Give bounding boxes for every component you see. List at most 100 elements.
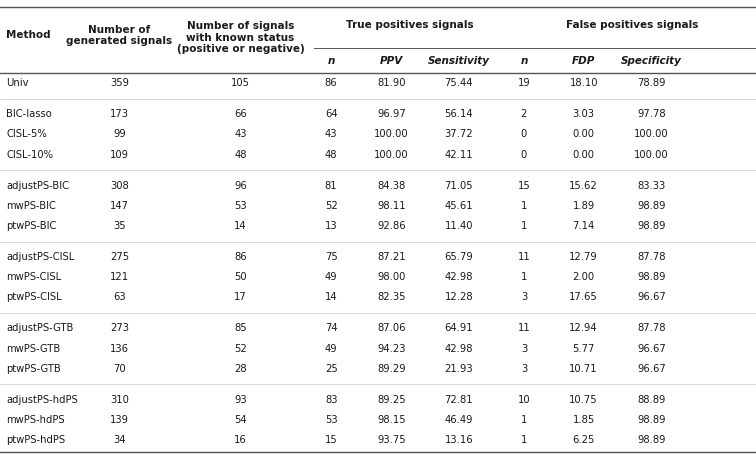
Text: 66: 66	[234, 109, 246, 119]
Text: 50: 50	[234, 272, 246, 282]
Text: adjustPS-hdPS: adjustPS-hdPS	[6, 395, 78, 405]
Text: 98.00: 98.00	[377, 272, 406, 282]
Text: 0: 0	[521, 149, 527, 159]
Text: 82.35: 82.35	[377, 292, 406, 303]
Text: 64.91: 64.91	[445, 324, 473, 334]
Text: 81: 81	[325, 181, 337, 191]
Text: n: n	[520, 56, 528, 65]
Text: 52: 52	[234, 344, 246, 354]
Text: adjustPS-CISL: adjustPS-CISL	[6, 252, 74, 262]
Text: 86: 86	[234, 252, 246, 262]
Text: 18.10: 18.10	[569, 78, 598, 88]
Text: 105: 105	[231, 78, 250, 88]
Text: 17.65: 17.65	[569, 292, 598, 303]
Text: 308: 308	[110, 181, 129, 191]
Text: 74: 74	[325, 324, 337, 334]
Text: 48: 48	[325, 149, 337, 159]
Text: 98.89: 98.89	[637, 415, 666, 425]
Text: 99: 99	[113, 129, 125, 139]
Text: 15: 15	[518, 181, 530, 191]
Text: 3: 3	[521, 292, 527, 303]
Text: 1: 1	[521, 415, 527, 425]
Text: 2.00: 2.00	[572, 272, 595, 282]
Text: 92.86: 92.86	[377, 221, 406, 231]
Text: 98.89: 98.89	[637, 221, 666, 231]
Text: 98.89: 98.89	[637, 435, 666, 445]
Text: 310: 310	[110, 395, 129, 405]
Text: 96.67: 96.67	[637, 364, 666, 374]
Text: 53: 53	[325, 415, 337, 425]
Text: mwPS-hdPS: mwPS-hdPS	[6, 415, 65, 425]
Text: 100.00: 100.00	[374, 129, 409, 139]
Text: 173: 173	[110, 109, 129, 119]
Text: 98.89: 98.89	[637, 272, 666, 282]
Text: 70: 70	[113, 364, 125, 374]
Text: 78.89: 78.89	[637, 78, 666, 88]
Text: 100.00: 100.00	[374, 149, 409, 159]
Text: 3: 3	[521, 344, 527, 354]
Text: 139: 139	[110, 415, 129, 425]
Text: 96.67: 96.67	[637, 292, 666, 303]
Text: 100.00: 100.00	[634, 149, 669, 159]
Text: 15: 15	[325, 435, 337, 445]
Text: 5.77: 5.77	[572, 344, 595, 354]
Text: 96: 96	[234, 181, 246, 191]
Text: 93.75: 93.75	[377, 435, 406, 445]
Text: adjustPS-BIC: adjustPS-BIC	[6, 181, 69, 191]
Text: 1: 1	[521, 272, 527, 282]
Text: 109: 109	[110, 149, 129, 159]
Text: 37.72: 37.72	[445, 129, 473, 139]
Text: 25: 25	[325, 364, 337, 374]
Text: 83.33: 83.33	[637, 181, 666, 191]
Text: 14: 14	[234, 221, 246, 231]
Text: 13: 13	[325, 221, 337, 231]
Text: 56.14: 56.14	[445, 109, 473, 119]
Text: 98.89: 98.89	[637, 201, 666, 211]
Text: 11: 11	[518, 252, 530, 262]
Text: 98.15: 98.15	[377, 415, 406, 425]
Text: 54: 54	[234, 415, 246, 425]
Text: 43: 43	[325, 129, 337, 139]
Text: Number of
generated signals: Number of generated signals	[67, 25, 172, 46]
Text: 17: 17	[234, 292, 246, 303]
Text: 16: 16	[234, 435, 246, 445]
Text: Method: Method	[6, 31, 51, 40]
Text: 1.85: 1.85	[572, 415, 595, 425]
Text: 275: 275	[110, 252, 129, 262]
Text: CISL-10%: CISL-10%	[6, 149, 53, 159]
Text: 45.61: 45.61	[445, 201, 473, 211]
Text: 83: 83	[325, 395, 337, 405]
Text: 89.25: 89.25	[377, 395, 406, 405]
Text: 19: 19	[518, 78, 530, 88]
Text: 46.49: 46.49	[445, 415, 473, 425]
Text: 75: 75	[325, 252, 337, 262]
Text: 42.11: 42.11	[445, 149, 473, 159]
Text: 147: 147	[110, 201, 129, 211]
Text: mwPS-CISL: mwPS-CISL	[6, 272, 61, 282]
Text: 11.40: 11.40	[445, 221, 473, 231]
Text: 85: 85	[234, 324, 246, 334]
Text: 15.62: 15.62	[569, 181, 598, 191]
Text: 10.75: 10.75	[569, 395, 598, 405]
Text: 11: 11	[518, 324, 530, 334]
Text: 21.93: 21.93	[445, 364, 473, 374]
Text: 84.38: 84.38	[377, 181, 406, 191]
Text: 42.98: 42.98	[445, 272, 473, 282]
Text: 96.97: 96.97	[377, 109, 406, 119]
Text: 64: 64	[325, 109, 337, 119]
Text: 14: 14	[325, 292, 337, 303]
Text: 13.16: 13.16	[445, 435, 473, 445]
Text: ptwPS-GTB: ptwPS-GTB	[6, 364, 60, 374]
Text: 53: 53	[234, 201, 246, 211]
Text: n: n	[327, 56, 335, 65]
Text: 49: 49	[325, 272, 337, 282]
Text: 1.89: 1.89	[572, 201, 595, 211]
Text: ptwPS-BIC: ptwPS-BIC	[6, 221, 57, 231]
Text: 48: 48	[234, 149, 246, 159]
Text: 12.28: 12.28	[445, 292, 473, 303]
Text: 273: 273	[110, 324, 129, 334]
Text: 1: 1	[521, 221, 527, 231]
Text: ptwPS-hdPS: ptwPS-hdPS	[6, 435, 65, 445]
Text: 63: 63	[113, 292, 125, 303]
Text: adjustPS-GTB: adjustPS-GTB	[6, 324, 73, 334]
